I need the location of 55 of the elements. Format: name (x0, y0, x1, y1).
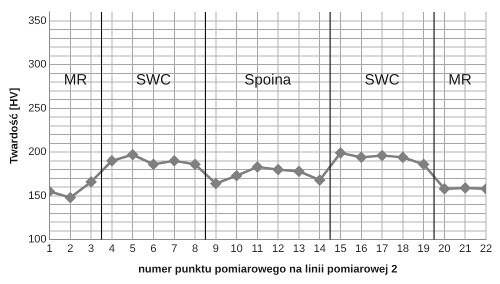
y-tick-label: 250 (28, 102, 47, 114)
point (439, 184, 450, 194)
x-tick-label: 9 (212, 243, 219, 256)
annotation: MR (448, 71, 472, 88)
x-tick-label: 10 (230, 243, 243, 256)
y-axis-title: Twardość [HV] (8, 87, 21, 164)
x-tick-label: 6 (150, 243, 157, 256)
point (106, 156, 118, 166)
x-tick-label: 21 (459, 243, 472, 256)
point (314, 174, 325, 186)
y-tick-label: 150 (28, 190, 47, 202)
y-tick-label: 100 (28, 234, 47, 246)
point (398, 152, 408, 163)
x-axis-title: numer punktu pomiarowego na linii pomiarowej 2 (138, 263, 398, 276)
point (65, 192, 76, 203)
x-tick-label: 8 (192, 243, 198, 256)
x-tick-label: 19 (418, 243, 430, 256)
annotation: SWC (364, 71, 400, 88)
x-tick-label: 17 (376, 243, 388, 256)
x-tick-label: 22 (480, 243, 492, 256)
x-tick-label: 18 (396, 243, 409, 256)
x-tick-label: 1 (46, 243, 53, 256)
point (335, 148, 346, 158)
y-tick-label: 300 (28, 58, 47, 71)
x-tick-label: 16 (355, 243, 368, 256)
point (190, 159, 200, 170)
annotation: SWC (136, 71, 172, 88)
point (127, 149, 138, 160)
annotation: Spoina (244, 71, 292, 88)
point (294, 166, 304, 177)
point (86, 176, 96, 188)
x-tick-label: 12 (272, 243, 284, 256)
point (418, 159, 429, 170)
annotation: MR (64, 71, 88, 88)
x-tick-label: 11 (252, 243, 264, 256)
point (460, 182, 470, 194)
point (252, 162, 263, 172)
x-tick-label: 3 (88, 243, 94, 256)
x-tick-label: 15 (334, 243, 347, 256)
point (210, 178, 222, 189)
x-tick-label: 20 (438, 243, 451, 256)
y-tick-label: 350 (28, 14, 47, 27)
x-tick-label: 2 (67, 243, 74, 256)
y-tick-label: 200 (28, 146, 47, 158)
point (356, 152, 367, 163)
point (148, 159, 159, 170)
point (376, 150, 388, 161)
x-tick-label: 5 (130, 243, 136, 256)
point (231, 170, 242, 181)
x-tick-label: 13 (292, 243, 306, 256)
point (169, 156, 180, 166)
x-tick-label: 4 (108, 243, 115, 256)
x-tick-label: 7 (171, 243, 178, 256)
point (272, 164, 284, 175)
x-tick-label: 14 (314, 243, 326, 256)
